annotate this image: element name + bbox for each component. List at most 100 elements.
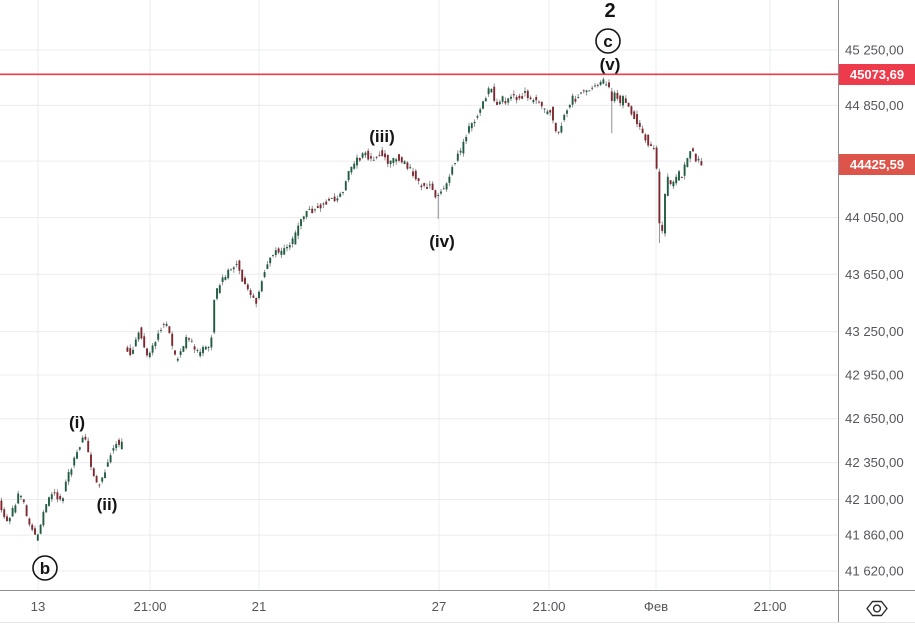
wave-label[interactable]: (i) bbox=[69, 413, 85, 432]
candle-body bbox=[521, 96, 524, 99]
candle-body bbox=[300, 219, 302, 226]
candle-body bbox=[249, 290, 252, 295]
candle-body bbox=[115, 444, 118, 449]
candle-body bbox=[316, 206, 319, 208]
wave-label[interactable]: (iv) bbox=[429, 232, 455, 251]
candle-body bbox=[95, 476, 98, 483]
candle-body bbox=[652, 147, 655, 149]
candle-body bbox=[291, 238, 294, 244]
candle-body bbox=[280, 250, 283, 255]
candle-body bbox=[227, 269, 230, 279]
candle-body bbox=[493, 86, 496, 101]
candle-body bbox=[140, 327, 143, 339]
price-axis-panel[interactable] bbox=[839, 0, 915, 627]
candle-body bbox=[129, 348, 132, 356]
candle-body bbox=[535, 97, 538, 101]
candle-body bbox=[473, 121, 476, 124]
candle-body bbox=[641, 128, 644, 133]
candle-body bbox=[221, 277, 224, 283]
wave-label[interactable]: (v) bbox=[600, 55, 621, 74]
candle-body bbox=[392, 157, 395, 163]
candle-body bbox=[692, 148, 694, 152]
candle-body bbox=[182, 346, 185, 352]
candle-body bbox=[0, 500, 3, 511]
candle-body bbox=[619, 95, 622, 104]
candle-body bbox=[344, 181, 347, 191]
candle-body bbox=[171, 333, 174, 346]
candle-body bbox=[664, 193, 666, 234]
wave-circle[interactable] bbox=[32, 555, 58, 581]
candle-body bbox=[11, 507, 14, 517]
candle-body bbox=[269, 257, 272, 264]
candle-body bbox=[274, 250, 277, 256]
candle-body bbox=[213, 299, 216, 333]
candle-body bbox=[661, 224, 664, 231]
candle-body bbox=[510, 96, 512, 99]
candle-body bbox=[224, 277, 227, 280]
wave-label[interactable]: c bbox=[603, 32, 612, 51]
candle-body bbox=[176, 358, 179, 361]
candle-body bbox=[151, 345, 154, 353]
time-tick-label: 13 bbox=[31, 599, 46, 614]
candle-body bbox=[655, 147, 658, 169]
candle-body bbox=[330, 197, 333, 199]
candle-body bbox=[644, 134, 647, 141]
candle-body bbox=[336, 198, 339, 201]
price-tick-label: 45 250,00 bbox=[845, 43, 904, 58]
alert-price-tag[interactable]: 45073,69 bbox=[839, 63, 915, 85]
wave-label[interactable]: b bbox=[40, 559, 50, 578]
candle-body bbox=[414, 170, 417, 180]
candle-body bbox=[577, 97, 580, 99]
candle-body bbox=[476, 116, 479, 118]
candle-body bbox=[328, 198, 330, 201]
gridlines bbox=[0, 0, 838, 590]
candle-body bbox=[602, 79, 605, 84]
wave-label[interactable]: (iii) bbox=[369, 127, 395, 146]
elliott-wave-labels[interactable]: 2 c (v) (iii) (iv) (i) (ii) b bbox=[32, 0, 621, 581]
candle-body bbox=[42, 512, 45, 526]
candle-body bbox=[319, 204, 322, 209]
candle-body bbox=[62, 498, 64, 502]
candle-body bbox=[325, 201, 328, 205]
candle-body bbox=[258, 291, 260, 299]
candle-body bbox=[605, 84, 608, 86]
candle-body bbox=[420, 185, 423, 188]
candle-body bbox=[157, 333, 160, 340]
candle-body bbox=[283, 248, 286, 255]
time-tick-label: 21:00 bbox=[753, 599, 786, 614]
candle-body bbox=[574, 98, 577, 102]
candle-body bbox=[92, 468, 95, 476]
candle-body bbox=[101, 477, 104, 482]
candle-body bbox=[311, 208, 314, 214]
wave-circle[interactable] bbox=[595, 28, 621, 54]
candle-body bbox=[613, 92, 616, 102]
candle-body bbox=[154, 342, 157, 347]
candle-body bbox=[409, 167, 412, 169]
candle-body bbox=[591, 87, 594, 89]
candle-body bbox=[549, 110, 552, 113]
candle-body bbox=[70, 469, 73, 475]
price-tick-label: 41 860,00 bbox=[845, 528, 904, 543]
candle-body bbox=[512, 94, 515, 96]
candle-body bbox=[638, 122, 641, 127]
candle-body bbox=[199, 351, 202, 357]
candle-body bbox=[255, 298, 258, 304]
wave-label[interactable]: (ii) bbox=[97, 495, 118, 514]
candle-body bbox=[174, 350, 176, 355]
candle-body bbox=[423, 183, 426, 186]
candle-body bbox=[358, 158, 361, 161]
candle-body bbox=[137, 332, 140, 340]
candle-body bbox=[28, 518, 31, 525]
candle-body bbox=[98, 484, 101, 486]
time-tick-label: 27 bbox=[432, 599, 447, 614]
candle-body bbox=[372, 159, 375, 161]
wave-label[interactable]: 2 bbox=[604, 0, 615, 22]
candle-body bbox=[218, 285, 221, 293]
candle-body bbox=[381, 150, 384, 157]
candle-body bbox=[294, 232, 297, 245]
candle-body bbox=[109, 455, 112, 463]
time-axis-panel[interactable] bbox=[0, 591, 838, 627]
scale-settings-icon[interactable] bbox=[863, 599, 891, 618]
